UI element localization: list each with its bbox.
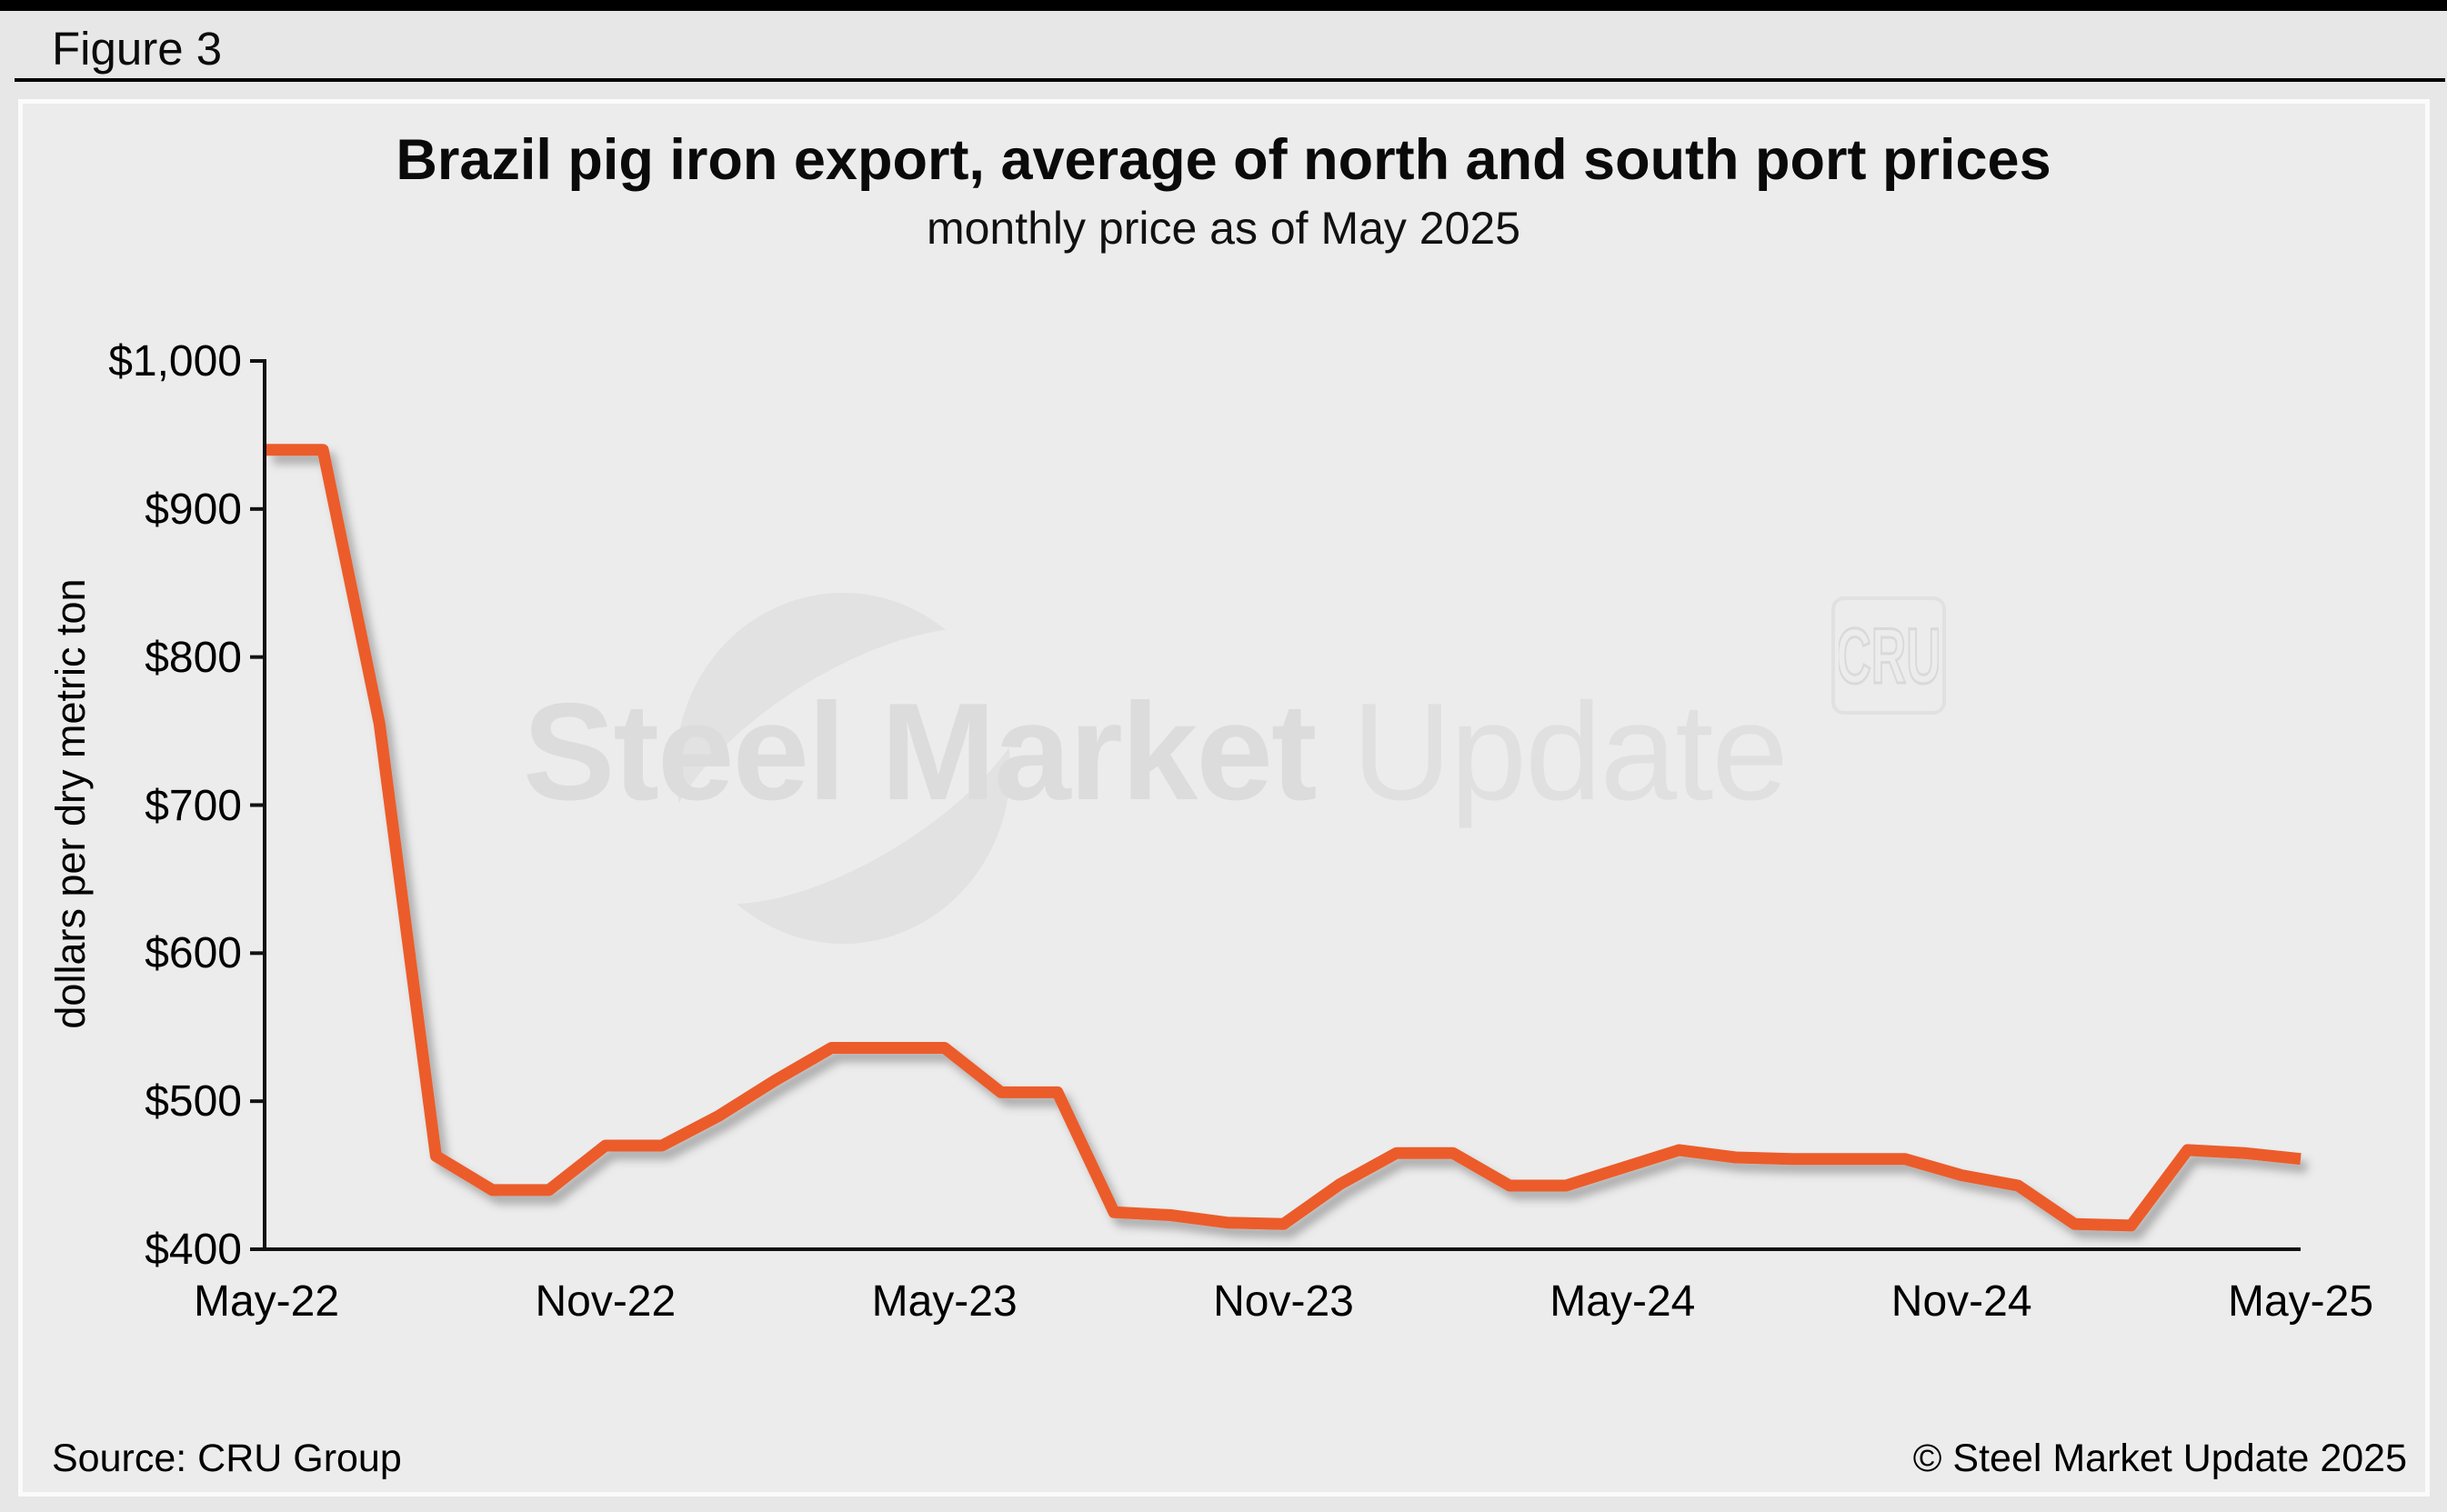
y-tick-label: $700 <box>145 781 242 830</box>
y-tick-label: $600 <box>145 929 242 978</box>
watermark-brand-bold: Steel Market <box>523 675 1318 829</box>
x-tick-label: Nov-24 <box>1890 1277 2032 1326</box>
svg-text:CRU: CRU <box>1839 613 1939 700</box>
figure-label: Figure 3 <box>52 23 223 75</box>
top-black-bar <box>0 0 2447 11</box>
header-rule <box>15 78 2445 82</box>
cru-logo-badge: CRU <box>1831 596 1946 715</box>
x-tick-label: May-22 <box>193 1277 340 1326</box>
x-tick-label: May-23 <box>871 1277 1018 1326</box>
x-tick-label: Nov-22 <box>535 1277 677 1326</box>
y-tick-label: $800 <box>145 633 242 682</box>
x-tick-label: May-25 <box>2227 1277 2374 1326</box>
chart-subtitle: monthly price as of May 2025 <box>926 203 1521 254</box>
watermark-brand-light: Update <box>1315 675 1789 829</box>
y-tick-label: $400 <box>145 1226 242 1274</box>
chart-title: Brazil pig iron export, average of north… <box>396 128 2051 192</box>
watermark-brand: Steel Market Update <box>523 673 1789 832</box>
x-tick-label: Nov-23 <box>1213 1277 1354 1326</box>
copyright-note: © Steel Market Update 2025 <box>1912 1437 2407 1480</box>
chart-panel <box>18 99 2430 1497</box>
source-note: Source: CRU Group <box>52 1437 402 1480</box>
y-tick-label: $900 <box>145 485 242 534</box>
x-tick-label: May-24 <box>1549 1277 1696 1326</box>
cru-logo-icon: CRU <box>1839 612 1939 702</box>
price-series-line <box>266 444 2302 1232</box>
y-tick-label: $1,000 <box>108 337 242 386</box>
y-tick-label: $500 <box>145 1077 242 1126</box>
y-axis-ticks <box>250 359 265 1251</box>
